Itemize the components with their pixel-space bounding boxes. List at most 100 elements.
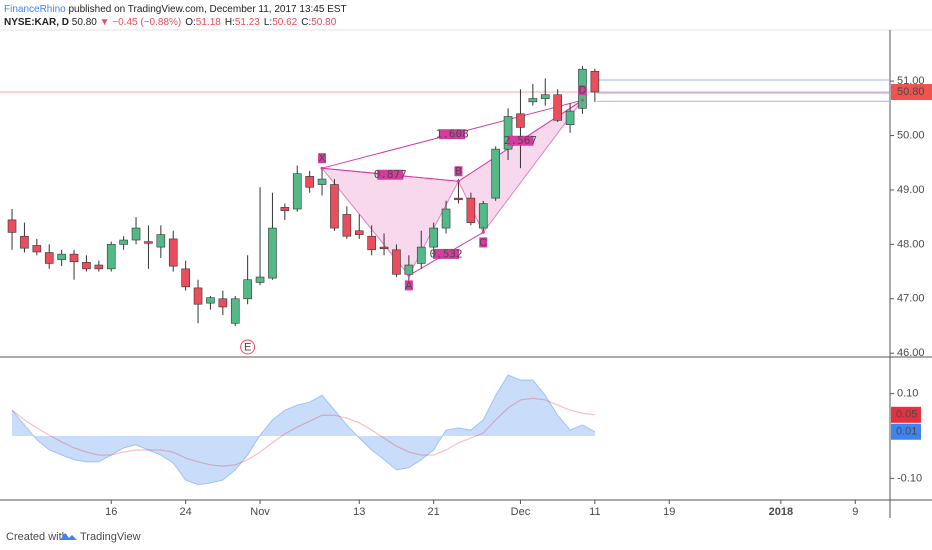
- candle-body: [478, 203, 488, 229]
- candle-body: [57, 253, 66, 260]
- event-label: E: [244, 341, 251, 353]
- candle-body: [367, 235, 376, 251]
- x-tick-label: 2018: [769, 506, 793, 518]
- symbol: NYSE:KAR, D: [4, 17, 69, 28]
- candle-body: [7, 219, 17, 233]
- candle-body: [528, 98, 538, 103]
- candle-body: [404, 264, 414, 275]
- candle-body: [94, 264, 104, 270]
- candle-body: [243, 279, 252, 300]
- header-line-2: NYSE:KAR, D 50.80 ▼ −0.45 (−0.88%) O:51.1…: [4, 17, 337, 28]
- ratio-label: 1.608: [436, 128, 469, 141]
- candle-body: [466, 197, 476, 223]
- candle-body: [330, 184, 339, 229]
- ohlc-key: L:: [264, 17, 272, 28]
- point-box: [578, 85, 587, 96]
- candle-body: [119, 239, 128, 245]
- publisher: FinanceRhino: [4, 4, 66, 15]
- x-tick-label: 16: [105, 506, 117, 518]
- candle-body: [255, 276, 265, 283]
- candle-body: [268, 227, 277, 279]
- area-fill: [12, 374, 595, 485]
- candle-body: [280, 207, 290, 211]
- candle-body: [392, 249, 401, 275]
- candle-body: [354, 230, 364, 235]
- candle-body: [317, 178, 327, 185]
- candle-body: [429, 227, 438, 248]
- price-label-box: [891, 84, 932, 101]
- ratio-box: [507, 135, 534, 146]
- x-tick-label: Nov: [250, 506, 270, 518]
- candle-body: [379, 246, 389, 250]
- point-box: [479, 237, 488, 248]
- ratio-box: [439, 129, 466, 140]
- footer-created: Created with: [6, 531, 68, 543]
- candle-body: [342, 214, 352, 237]
- candle-body: [44, 252, 54, 264]
- candle-body: [540, 94, 550, 99]
- last-value-label: 0.05: [896, 409, 917, 421]
- candle-body: [69, 253, 79, 263]
- area-edge: [11, 374, 596, 486]
- tv-logo: [60, 533, 77, 540]
- point-label: A: [405, 280, 413, 292]
- point-label: X: [318, 153, 326, 165]
- published: published on TradingView.com, December 1…: [69, 4, 347, 15]
- ohlc-key: O:: [185, 17, 196, 28]
- ohlc-key: C:: [301, 17, 311, 28]
- candle-body: [516, 113, 525, 128]
- ohlc-value: 50.62: [272, 17, 297, 28]
- candle-body: [416, 246, 426, 264]
- candle-body: [206, 297, 215, 304]
- candle-body: [193, 287, 203, 305]
- ohlc-value: 50.80: [311, 17, 336, 28]
- candle-body: [156, 234, 166, 248]
- candle-body: [292, 173, 302, 210]
- candle-body: [565, 110, 575, 125]
- candle-body: [590, 71, 600, 93]
- point-box: [404, 280, 413, 291]
- ohlc-value: 51.18: [196, 17, 221, 28]
- candle-body: [218, 298, 228, 308]
- ratio-box: [433, 248, 460, 259]
- point-label: C: [479, 237, 487, 249]
- candle-body: [32, 245, 42, 253]
- x-tick-label: 11: [589, 506, 600, 518]
- candle-body: [441, 208, 451, 229]
- candle-body: [230, 298, 240, 324]
- candle-body: [131, 227, 141, 241]
- price-label: 50.80: [897, 86, 925, 98]
- last-value-label: 0.01: [896, 426, 917, 438]
- candle-body: [82, 262, 91, 270]
- ratio-label: 0.532: [429, 247, 462, 260]
- pattern-point: [456, 179, 460, 183]
- footer-brand: TradingView: [80, 531, 141, 543]
- y-tick-label: 49.00: [897, 184, 925, 196]
- point-label: D: [578, 85, 586, 97]
- last-value-box: [891, 423, 921, 440]
- x-tick-label: 13: [353, 506, 365, 518]
- header-line-1: FinanceRhino published on TradingView.co…: [4, 4, 347, 15]
- point-box: [454, 166, 463, 177]
- x-tick-label: 19: [663, 506, 675, 518]
- candle-body: [168, 238, 178, 267]
- candle-body: [553, 94, 562, 121]
- ratio-box: [377, 169, 404, 180]
- y-tick-label: 0.10: [897, 388, 918, 400]
- candle-body: [503, 116, 513, 150]
- candle-body: [144, 241, 153, 244]
- pattern-point: [407, 273, 411, 277]
- point-label: B: [455, 166, 462, 178]
- last: 50.80: [72, 17, 97, 28]
- y-tick-label: 46.00: [897, 347, 925, 359]
- pattern-point: [481, 230, 485, 234]
- candle-body: [181, 268, 190, 288]
- ohlc-key: H:: [225, 17, 235, 28]
- x-tick-label: 21: [428, 506, 440, 518]
- pattern-point: [320, 166, 324, 170]
- candle-body: [305, 176, 314, 188]
- y-tick-label: -0.10: [897, 472, 922, 484]
- change: ▼ −0.45 (−0.88%): [100, 17, 182, 28]
- event-marker: [240, 339, 256, 355]
